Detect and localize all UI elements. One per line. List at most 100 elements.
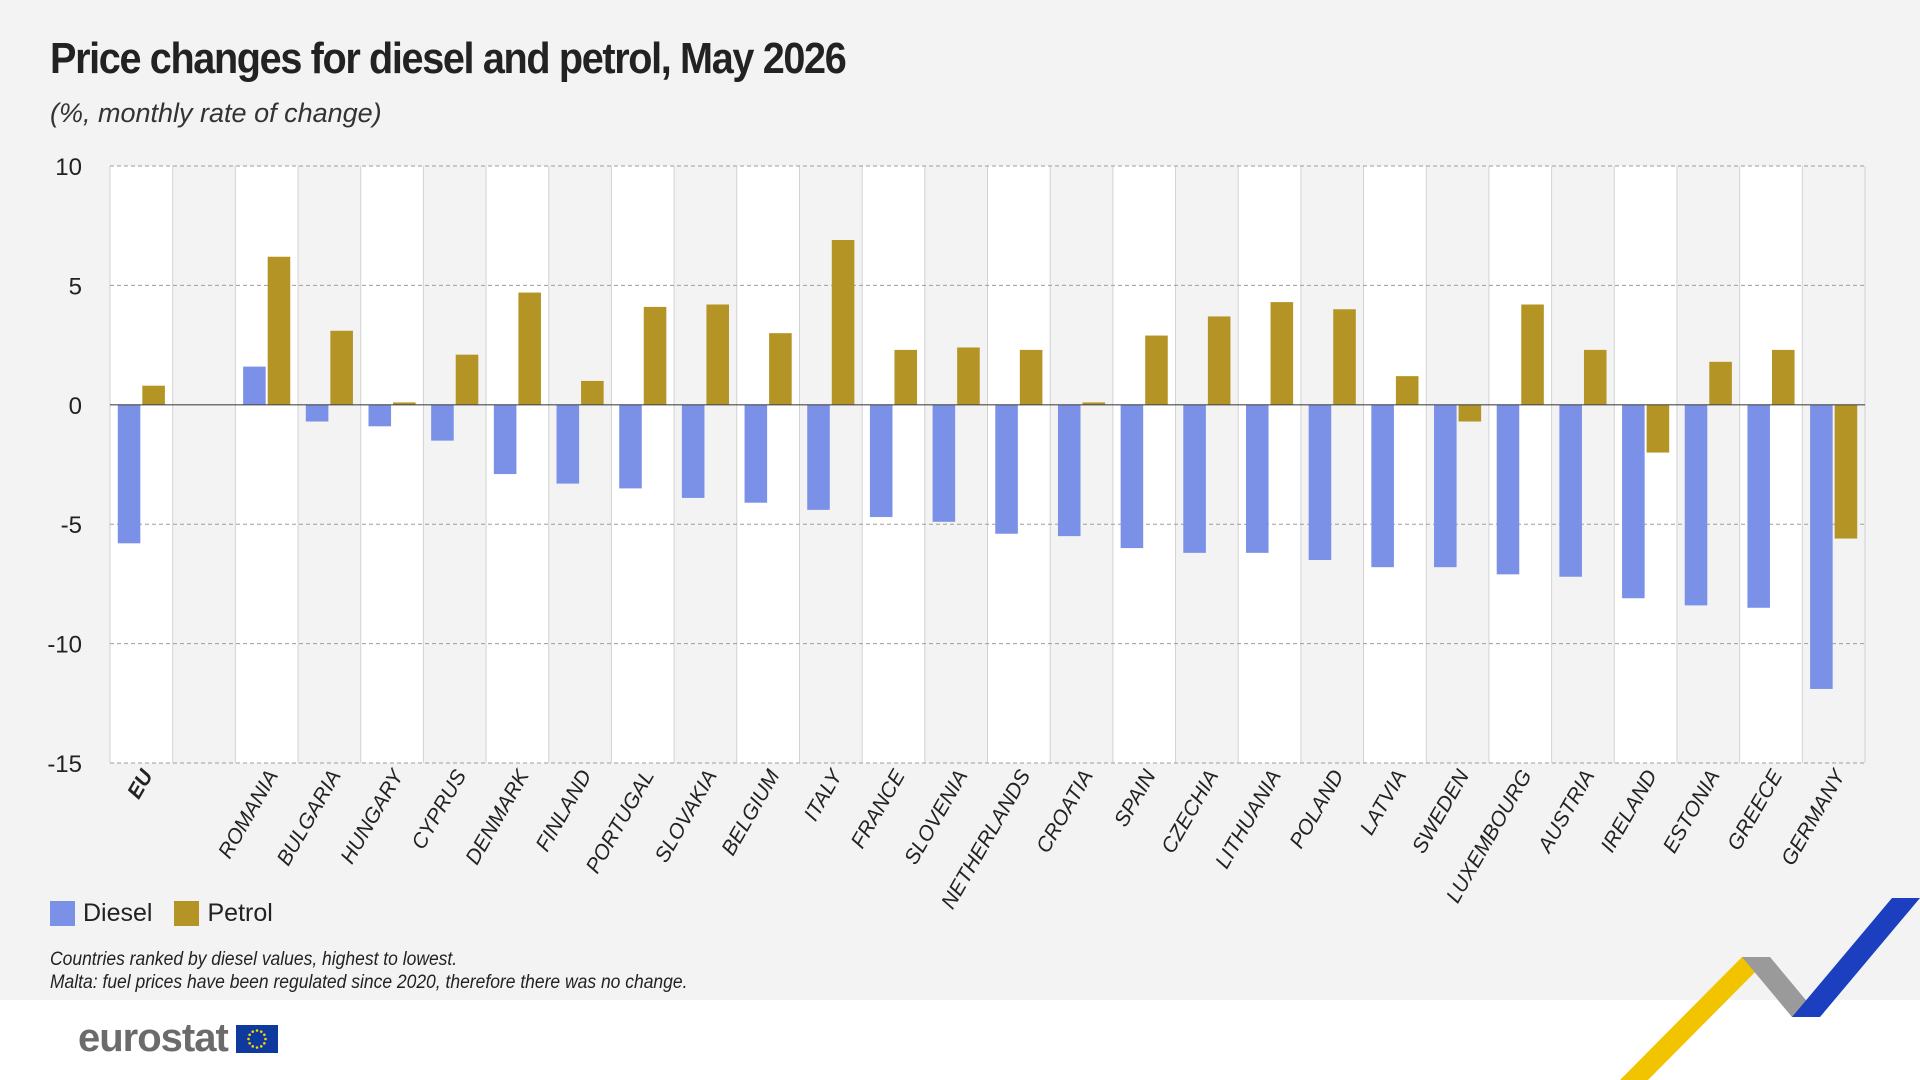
bar-chart: 10 5 0 -5 -10 -15 EU ROMANIABULGARIAHUNGARYCYP… [47,154,1866,913]
x-tick-label: SWEDEN [1408,765,1474,857]
petrol-bar [581,380,604,405]
eu-flag-icon [235,1024,278,1053]
x-tick-label: BULGARIA [273,766,346,869]
logo-text: eurostat [78,1016,229,1060]
diesel-bar [1308,404,1332,561]
x-tick-label: EU [123,765,158,802]
petrol-bar [1709,361,1732,405]
diesel-bar [431,404,454,441]
x-tick-label: FINLAND [532,766,597,855]
note-malta: Malta: fuel prices have been regulated s… [50,972,688,993]
petrol-bar [1521,304,1544,405]
legend-swatch-diesel [50,901,75,926]
petrol-bar [142,385,165,405]
y-axis-tick-labels: 10 5 0 -5 -10 -15 [47,154,82,778]
petrol-bar [1771,349,1795,405]
footer-band [0,1000,1920,1080]
chart-legend: Diesel Petrol [50,899,295,928]
diesel-bar [1810,404,1833,689]
x-tick-label: DENMARK [461,765,534,868]
diesel-bar [1496,404,1520,575]
petrol-bar [330,330,353,405]
petrol-bar [1082,402,1106,405]
y-tick-label: -10 [47,632,82,659]
bars [117,240,1858,689]
diesel-bar [368,404,392,427]
chart-notes: Countries ranked by diesel values, highe… [50,948,687,994]
x-tick-label: GERMANY [1777,764,1851,869]
petrol-bar [1458,404,1482,422]
x-tick-label: LATVIA [1356,766,1411,839]
flag-star [247,1037,250,1040]
x-tick-label: SPAIN [1110,765,1161,830]
diesel-bar [1747,404,1770,608]
diesel-bar [117,404,141,544]
diesel-bar [1371,404,1394,568]
x-tick-label: LITHUANIA [1211,766,1286,872]
diesel-bar [807,404,830,510]
flag-star [262,1041,266,1045]
petrol-bar [1395,376,1419,405]
petrol-bar [1019,349,1043,405]
legend-label-diesel: Diesel [83,899,153,927]
ribbon-grey-stripe [1742,957,1820,1017]
eurostat-logo: eurostat [78,1016,278,1061]
diesel-bar [305,404,329,422]
diesel-bar [681,404,705,498]
x-tick-label: CROATIA [1032,766,1098,857]
petrol-bar [1270,302,1294,405]
flag-star [255,1028,259,1032]
petrol-bar [1583,349,1607,405]
category-dividers [109,166,1866,763]
flag-star [259,1029,263,1033]
x-tick-label: FRANCE [847,765,911,852]
flag-star [248,1032,251,1036]
x-tick-label: GREECE [1723,765,1788,854]
x-tick-label: BELGIUM [717,766,784,860]
diesel-bar [1120,404,1144,549]
diesel-bar [1245,404,1269,553]
legend-label-petrol: Petrol [207,899,273,927]
diesel-bar [744,404,768,503]
diesel-bar [1057,404,1081,537]
legend-item-petrol: Petrol [174,899,273,928]
petrol-bar [518,292,541,405]
petrol-bar [1333,309,1356,405]
flag-star [251,1044,254,1048]
ribbon-decoration-icon [1620,898,1920,1080]
petrol-bar [1207,316,1231,405]
chart-subtitle: (%, monthly rate of change) [50,98,382,128]
x-tick-label: ROMANIA [214,766,283,862]
diesel-bar [869,404,893,518]
x-tick-label: SLOVAKIA [650,766,721,866]
note-ranking: Countries ranked by diesel values, highe… [50,949,458,970]
category-stripe [360,166,424,763]
diesel-bar [1559,404,1582,577]
petrol-bar [769,333,792,405]
petrol-bar [831,240,855,405]
diesel-bar [1183,404,1206,553]
diesel-bar [995,404,1018,534]
diesel-bar [493,404,517,475]
flag-star [248,1041,251,1045]
petrol-bar [393,402,416,405]
petrol-bar [643,306,667,405]
x-tick-label: CYPRUS [407,766,471,853]
diesel-bar [932,404,956,522]
petrol-bar [455,354,479,405]
y-tick-label: 5 [69,273,82,300]
diesel-bar [1434,404,1457,568]
flag-star [251,1029,254,1033]
x-tick-label: SLOVENIA [900,766,972,868]
category-stripes [110,166,1803,763]
petrol-bar [1145,335,1168,405]
flag-star [264,1037,267,1040]
diesel-bar [1684,404,1708,606]
flag-star [259,1044,263,1048]
legend-swatch-petrol [174,901,200,926]
petrol-bar [1646,404,1670,453]
y-tick-label: 0 [69,393,82,420]
petrol-bar [957,347,980,405]
diesel-bar [1622,404,1645,599]
category-stripe [235,166,299,763]
